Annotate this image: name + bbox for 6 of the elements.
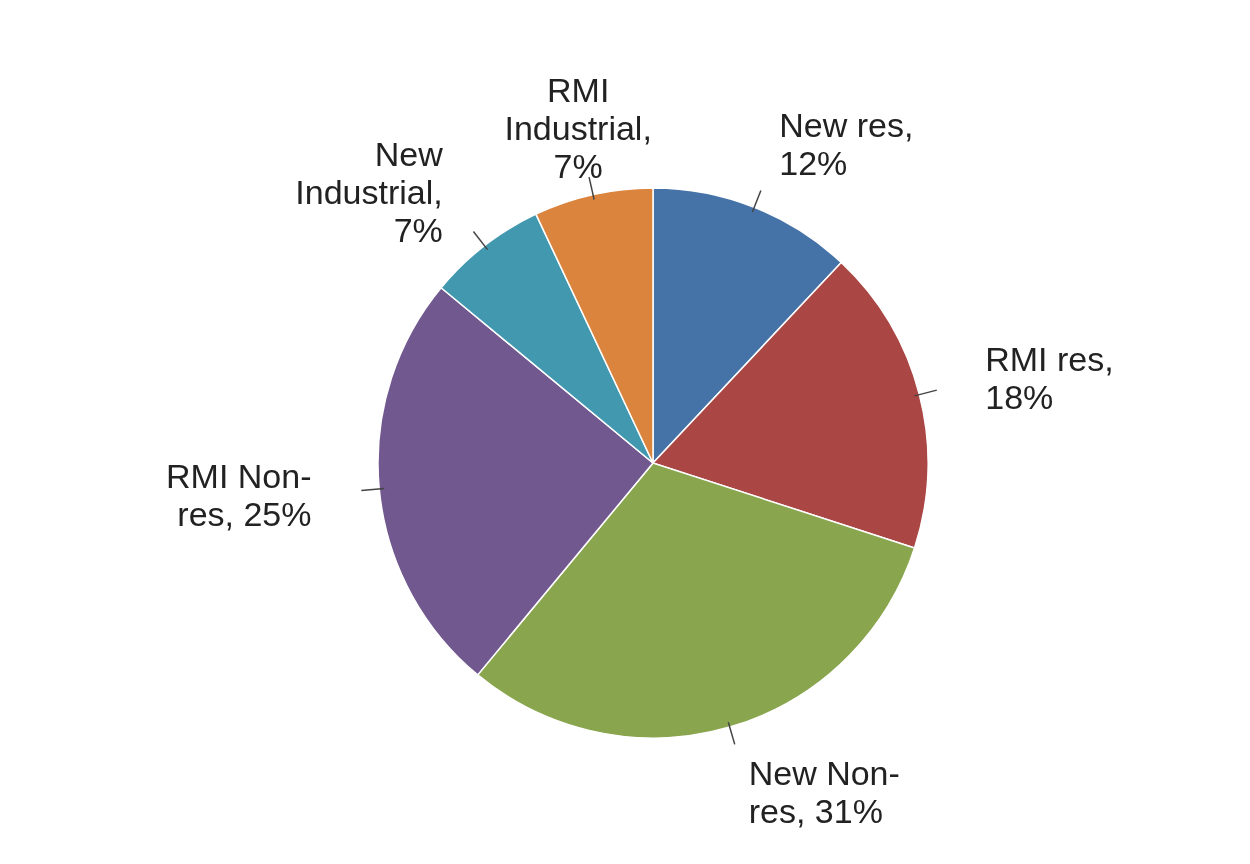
slice-label: RMI Industrial, 7% — [504, 71, 652, 186]
slice-label: RMI res, 18% — [985, 339, 1114, 416]
slice-label: RMI Non-res, 25% — [166, 457, 312, 534]
slice-label: New res, 12% — [779, 106, 914, 183]
slice-label: New Industrial, 7% — [295, 134, 444, 249]
slice-label: New Non-res, 31% — [748, 754, 900, 831]
